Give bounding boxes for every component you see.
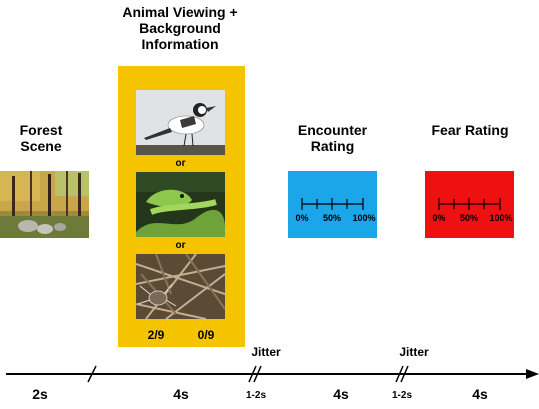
- encounter-rating-panel: 0% 50% 100%: [288, 171, 377, 238]
- duration-forest-text: 2s: [32, 386, 48, 402]
- fear-scale-0: 0%: [427, 213, 451, 223]
- jitter-label-1: Jitter: [244, 345, 288, 360]
- encounter-scale-50: 50%: [320, 213, 344, 223]
- jitter-duration-1-text: 1-2s: [245, 390, 266, 401]
- encounter-scale-0-text: 0%: [295, 213, 309, 223]
- duration-encounter: 4s: [325, 386, 357, 402]
- count-right-text: 0/9: [197, 328, 215, 342]
- encounter-scale-100: 100%: [350, 213, 378, 223]
- jitter-duration-1: 1-2s: [238, 390, 274, 402]
- fear-scale-100-text: 100%: [489, 213, 513, 223]
- jitter-label-2: Jitter: [392, 345, 436, 360]
- encounter-scale-50-text: 50%: [322, 213, 341, 223]
- jitter-duration-2: 1-2s: [384, 390, 420, 402]
- duration-fear: 4s: [464, 386, 496, 402]
- fear-scale-100: 100%: [487, 213, 515, 223]
- jitter-label-1-text: Jitter: [251, 345, 281, 359]
- spider-photo: [136, 254, 225, 319]
- bird-photo-art: [136, 90, 225, 155]
- fear-scale-0-text: 0%: [432, 213, 446, 223]
- forest-scene-title: Forest Scene: [10, 122, 72, 154]
- duration-forest: 2s: [24, 386, 56, 402]
- animal-viewing-title-text: Animal Viewing + Background Information: [122, 4, 238, 53]
- fear-scale-50: 50%: [457, 213, 481, 223]
- encounter-scale-100-text: 100%: [352, 213, 376, 223]
- encounter-scale: [301, 198, 364, 210]
- duration-animal: 4s: [165, 386, 197, 402]
- forest-scene-title-text: Forest Scene: [19, 122, 63, 155]
- jitter-label-2-text: Jitter: [399, 345, 429, 359]
- bird-photo: [136, 90, 225, 155]
- or-separator-2: or: [136, 240, 225, 251]
- animal-viewing-title: Animal Viewing + Background Information: [110, 4, 250, 52]
- fear-rating-title-text: Fear Rating: [431, 122, 509, 138]
- fear-rating-panel: 0% 50% 100%: [425, 171, 514, 238]
- snake-photo: [136, 172, 225, 237]
- or-separator-1-text: or: [175, 158, 186, 169]
- encounter-rating-title: Encounter Rating: [280, 122, 385, 154]
- fear-scale: [438, 198, 501, 210]
- or-separator-1: or: [136, 158, 225, 169]
- count-left: 2/9: [136, 328, 176, 342]
- jitter-duration-2-text: 1-2s: [391, 390, 412, 401]
- duration-fear-text: 4s: [472, 386, 488, 402]
- count-right: 0/9: [186, 328, 226, 342]
- forest-photo: [0, 171, 89, 238]
- fear-scale-50-text: 50%: [459, 213, 478, 223]
- snake-photo-art: [136, 172, 225, 237]
- duration-animal-text: 4s: [173, 386, 189, 402]
- duration-encounter-text: 4s: [333, 386, 349, 402]
- spider-photo-art: [136, 254, 225, 319]
- count-left-text: 2/9: [147, 328, 165, 342]
- fear-rating-title: Fear Rating: [430, 122, 510, 138]
- forest-photo-art: [0, 171, 89, 238]
- or-separator-2-text: or: [175, 240, 186, 251]
- encounter-rating-title-text: Encounter Rating: [297, 122, 368, 155]
- encounter-scale-0: 0%: [290, 213, 314, 223]
